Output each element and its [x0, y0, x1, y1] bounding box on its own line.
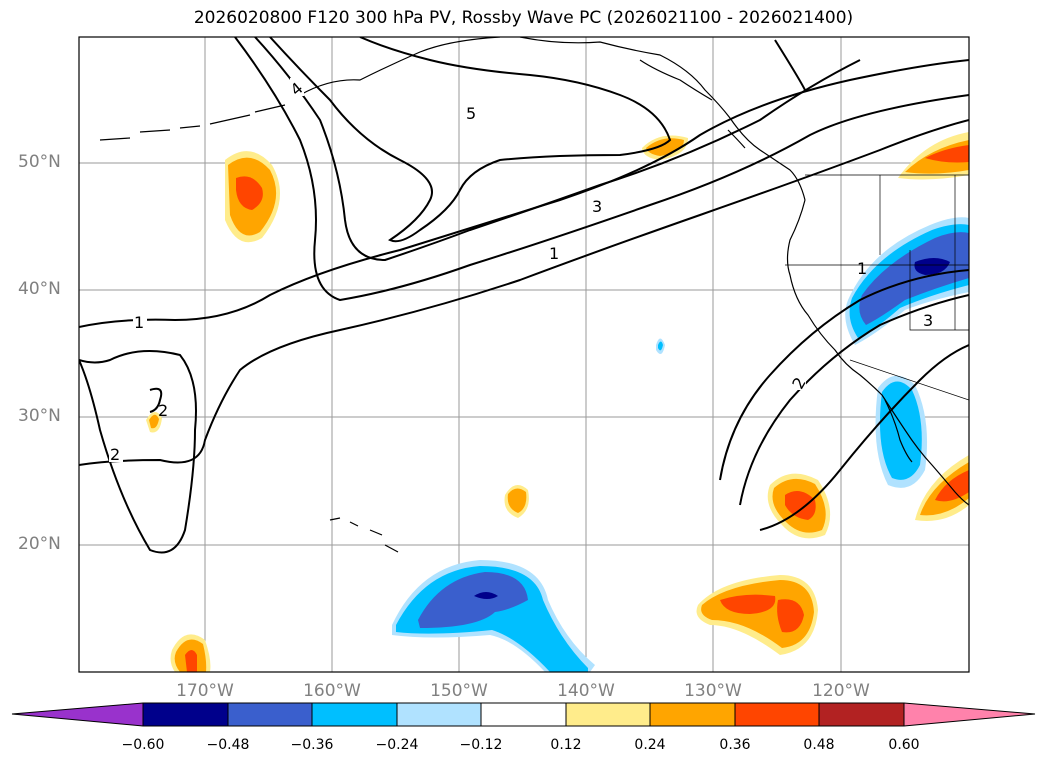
colorbar-tick-label: −0.48 — [198, 737, 258, 753]
lon-label: 170°W — [165, 681, 245, 701]
colorbar-tick-label: −0.36 — [282, 737, 342, 753]
lat-label: 20°N — [18, 534, 61, 554]
colorbar-tick-label: 0.12 — [536, 737, 596, 753]
contour-label: 5 — [466, 104, 476, 123]
colorbar-segment — [228, 703, 312, 726]
contour-label: 3 — [592, 197, 602, 216]
colorbar-segment — [650, 703, 735, 726]
lon-label: 160°W — [292, 681, 372, 701]
contour-label: 2 — [158, 401, 168, 420]
colorbar-segment — [481, 703, 566, 726]
colorbar — [12, 703, 1035, 726]
colorbar-segment — [819, 703, 904, 726]
colorbar-segment — [143, 703, 228, 726]
colorbar-tick-label: 0.48 — [789, 737, 849, 753]
lat-label: 50°N — [18, 152, 61, 172]
lon-label: 130°W — [673, 681, 753, 701]
lon-label: 150°W — [419, 681, 499, 701]
colorbar-tick-label: 0.24 — [620, 737, 680, 753]
contour-label: 3 — [923, 311, 933, 330]
lat-label: 30°N — [18, 406, 61, 426]
map-figure: 5 4 3 1 1 2 2 1 2 3 — [0, 0, 1047, 765]
colorbar-tick-label: −0.60 — [113, 737, 173, 753]
colorbar-segment — [735, 703, 819, 726]
contour-label: 1 — [549, 244, 559, 263]
colorbar-tick-label: 0.36 — [705, 737, 765, 753]
contour-label: 2 — [110, 445, 120, 464]
contour-label: 1 — [134, 313, 144, 332]
colorbar-segment — [312, 703, 397, 726]
lat-label: 40°N — [18, 279, 61, 299]
colorbar-segment — [12, 703, 143, 726]
colorbar-segment — [566, 703, 650, 726]
lon-label: 140°W — [546, 681, 626, 701]
contour-label: 1 — [857, 259, 867, 278]
lon-label: 120°W — [801, 681, 881, 701]
colorbar-tick-label: −0.12 — [451, 737, 511, 753]
colorbar-tick-label: 0.60 — [874, 737, 934, 753]
colorbar-tick-label: −0.24 — [367, 737, 427, 753]
colorbar-segment — [397, 703, 481, 726]
colorbar-segment — [904, 703, 1035, 726]
